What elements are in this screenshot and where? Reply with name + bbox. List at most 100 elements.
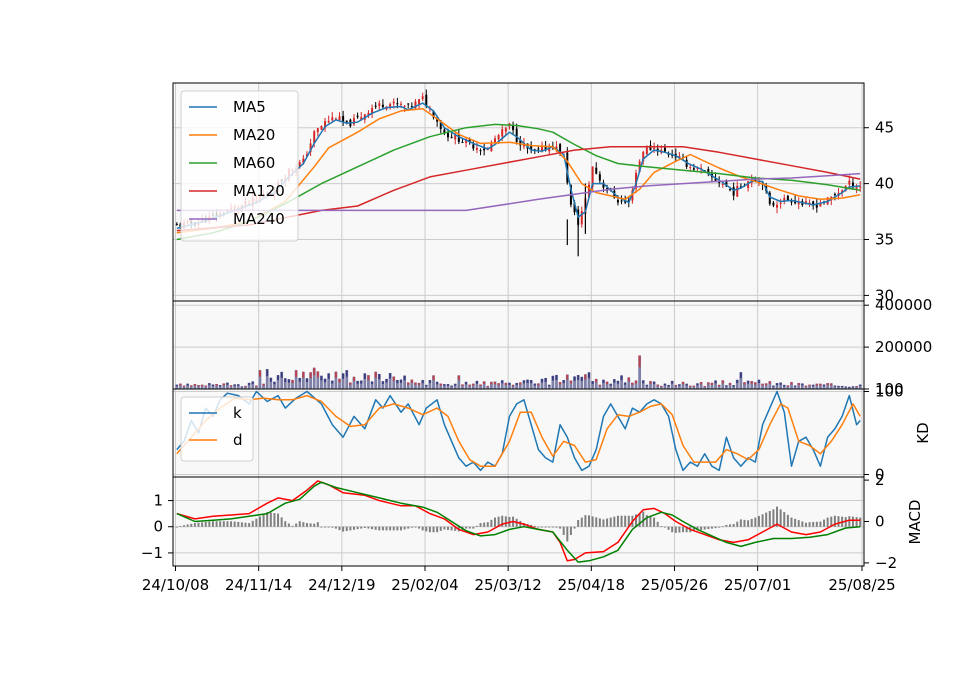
volume-bar: [385, 378, 388, 389]
volume-bar-top: [183, 385, 186, 387]
macd-hist-bar: [678, 526, 681, 533]
y-tick-label: 400000: [875, 296, 932, 314]
volume-bar: [699, 382, 703, 389]
candle-body: [566, 152, 569, 183]
y-tick-label: 1: [153, 492, 163, 510]
volume-bar: [674, 384, 678, 389]
volume-bar-top: [551, 375, 554, 381]
macd-hist-bar: [432, 526, 435, 533]
volume-bar: [623, 382, 627, 389]
volume-bar-top: [277, 375, 280, 381]
macd-hist-bar: [211, 521, 214, 527]
macd-hist-bar: [450, 526, 453, 531]
volume-bar: [269, 377, 273, 389]
volume-bar-top: [794, 385, 797, 387]
candle-body: [425, 94, 428, 107]
volume-bar-top: [367, 375, 370, 381]
macd-hist-bar: [360, 526, 363, 529]
macd-hist-bar: [338, 526, 341, 531]
volume-bar: [345, 370, 349, 389]
candle-body: [298, 162, 301, 167]
candle-body: [443, 129, 446, 134]
volume-bar-top: [631, 382, 634, 385]
volume-bar-top: [624, 382, 627, 385]
volume-bar: [204, 385, 208, 389]
candle-body: [815, 203, 818, 208]
volume-bar: [602, 379, 605, 389]
macd-hist-bar: [815, 521, 818, 527]
candle-body: [501, 129, 504, 137]
volume-bar-top: [573, 376, 576, 381]
volume-bar: [847, 386, 851, 389]
macd-hist-bar: [504, 516, 507, 527]
volume-bar-top: [855, 386, 858, 388]
macd-hist-bar: [725, 524, 728, 527]
volume-bar-top: [663, 383, 666, 386]
volume-bar: [536, 383, 540, 389]
macd-hist-bar: [794, 518, 797, 527]
macd-hist-bar: [562, 526, 565, 535]
volume-bar-top: [179, 383, 182, 386]
volume-bars: [175, 355, 862, 389]
volume-bar: [381, 381, 385, 389]
macd-hist-bar: [342, 526, 345, 532]
volume-bar: [287, 379, 291, 389]
volume-bar-top: [609, 383, 612, 386]
macd-hist-bar: [486, 522, 489, 527]
volume-bar: [432, 375, 435, 389]
macd-hist-bar: [537, 526, 540, 528]
macd-hist-bar: [472, 526, 475, 529]
volume-bar: [218, 385, 222, 389]
volume-bar: [446, 384, 450, 389]
macd-hist-bar: [602, 519, 605, 527]
volume-bar: [670, 380, 674, 389]
volume-bar: [450, 385, 454, 389]
macd-hist-bar: [378, 526, 381, 531]
volume-bar-top: [841, 385, 844, 388]
candle-body: [461, 142, 464, 144]
macd-hist-bar: [584, 515, 587, 527]
volume-bar-top: [309, 372, 312, 379]
volume-bar-top: [230, 385, 233, 387]
macd-hist-bar: [826, 517, 829, 527]
candle-body: [653, 147, 656, 150]
macd-hist-bar: [273, 513, 276, 527]
macd-hist-bar: [280, 517, 283, 527]
volume-bar: [696, 383, 699, 389]
volume-bar-top: [273, 381, 276, 385]
volume-bar: [706, 382, 710, 389]
volume-bar-top: [197, 385, 200, 387]
candle-body: [729, 189, 732, 191]
volume-bar: [197, 385, 200, 389]
volume-bar-top: [414, 382, 417, 385]
candle-body: [381, 104, 384, 108]
volume-bar-top: [320, 375, 323, 381]
volume-bar: [189, 385, 193, 389]
volume-bar: [840, 385, 844, 389]
y-tick-label: −1: [141, 544, 163, 562]
volume-bar: [370, 381, 374, 389]
macd-hist-bar: [729, 524, 732, 527]
candle-body: [392, 101, 395, 104]
volume-bar: [833, 385, 837, 389]
candle-body: [345, 120, 348, 123]
candle-body: [851, 182, 854, 188]
volume-bar-top: [812, 384, 815, 387]
volume-bar: [403, 375, 406, 389]
volume-bar-top: [580, 376, 583, 382]
volume-bar-top: [707, 382, 710, 385]
volume-bar: [793, 385, 797, 389]
volume-bar-top: [240, 386, 243, 388]
candle-body: [179, 223, 182, 228]
volume-bar: [638, 355, 642, 389]
x-tick-label: 25/05/26: [641, 576, 708, 594]
volume-bar-top: [215, 384, 218, 386]
macd-hist-bar: [295, 523, 298, 527]
candle-body: [591, 166, 594, 188]
volume-bar-top: [324, 378, 327, 383]
macd-hist-bar: [183, 525, 186, 527]
volume-bar-top: [432, 375, 435, 381]
macd-hist-bar: [396, 526, 399, 531]
macd-hist-bar: [624, 515, 627, 527]
candle-body: [754, 178, 757, 182]
